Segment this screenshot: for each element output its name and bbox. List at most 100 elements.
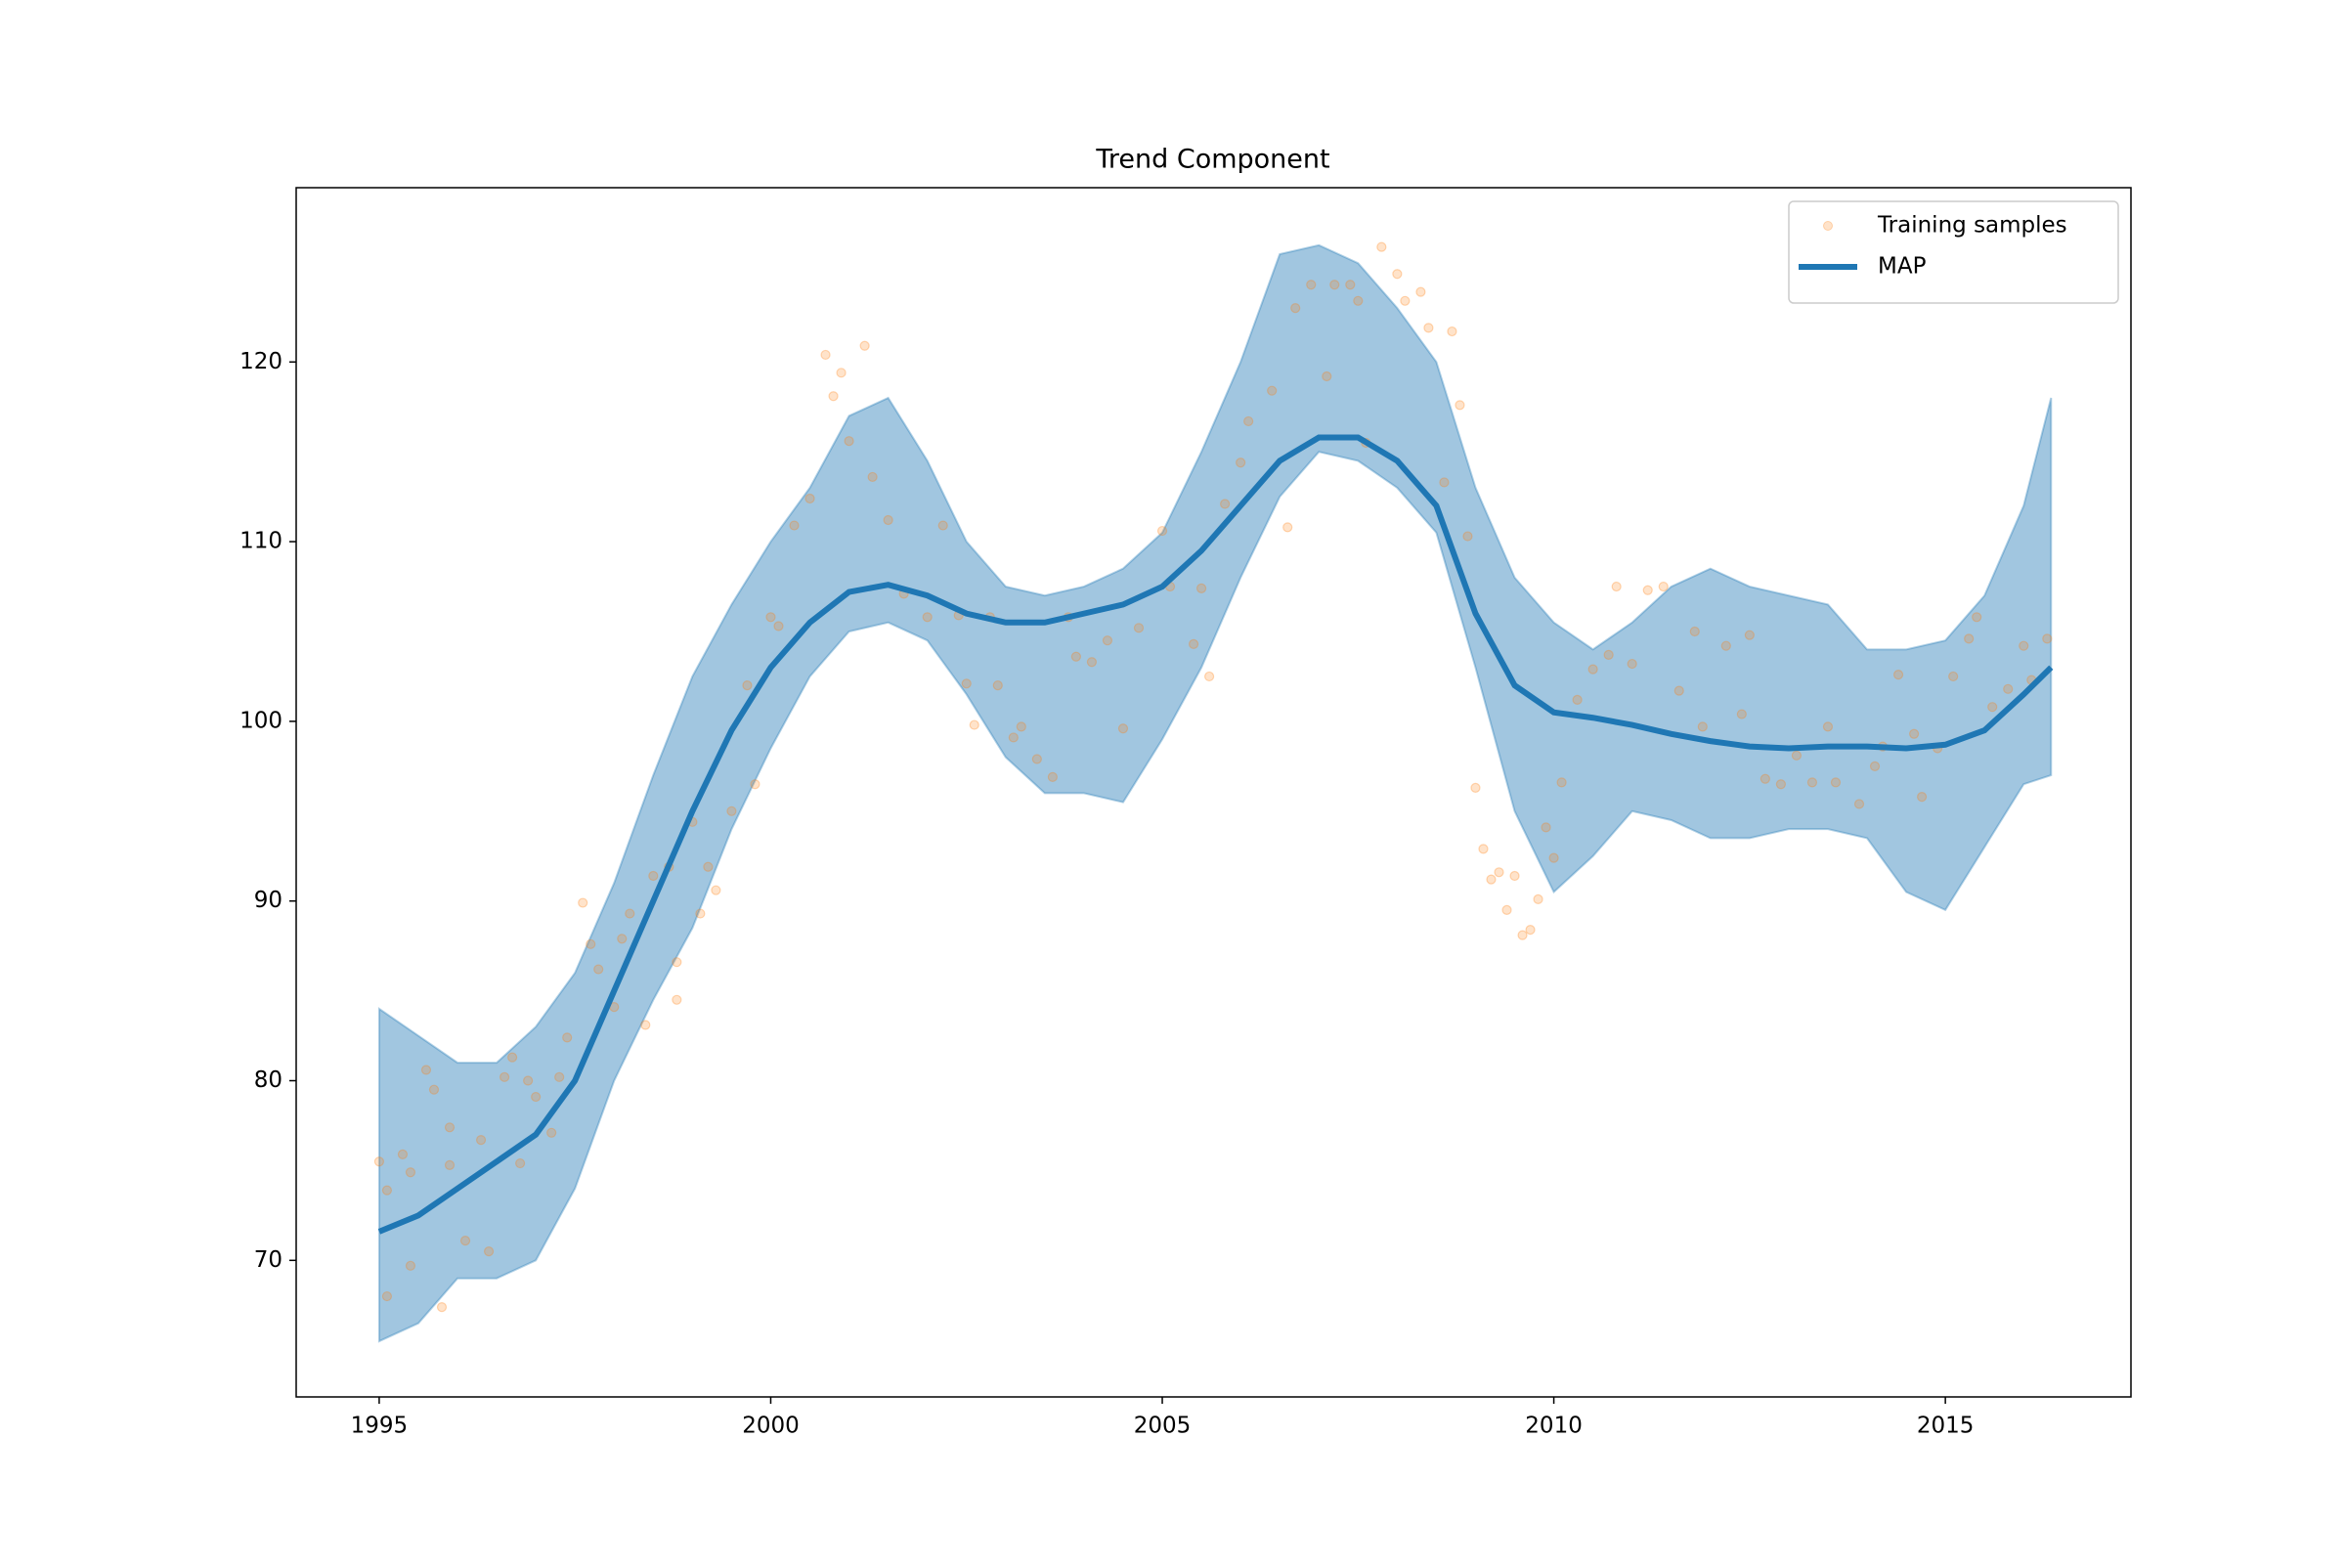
training-point	[1376, 241, 1387, 252]
training-point	[1236, 457, 1246, 468]
training-point	[1556, 777, 1567, 788]
training-point	[1611, 581, 1622, 592]
training-point	[1760, 773, 1770, 784]
x-tick-label: 2015	[1917, 1414, 1975, 1439]
training-point	[1478, 844, 1489, 854]
training-point	[742, 680, 753, 691]
training-point	[1806, 777, 1818, 788]
training-point	[405, 1167, 416, 1178]
training-point	[844, 436, 854, 447]
training-point	[1627, 658, 1637, 670]
training-point	[1423, 323, 1434, 333]
training-point	[1948, 671, 1959, 682]
training-point	[1642, 585, 1653, 595]
training-point	[1267, 385, 1278, 396]
x-tick-label: 2005	[1134, 1414, 1192, 1439]
legend-marker	[1823, 221, 1833, 231]
training-point	[1525, 925, 1536, 936]
training-point	[836, 368, 847, 378]
training-point	[1156, 525, 1168, 537]
training-point	[373, 1156, 385, 1167]
training-point	[1744, 630, 1755, 640]
training-point	[1501, 904, 1512, 915]
training-point	[1203, 671, 1215, 682]
training-point	[1047, 771, 1058, 782]
chart-title: Trend Component	[1095, 145, 1329, 175]
training-point	[726, 806, 737, 816]
training-point	[1345, 280, 1356, 290]
training-point	[1455, 400, 1465, 411]
training-point	[1587, 664, 1598, 675]
training-point	[459, 1235, 471, 1246]
y-tick-label: 80	[254, 1067, 282, 1093]
training-point	[765, 612, 776, 623]
x-tick-label: 2010	[1525, 1414, 1583, 1439]
training-point	[773, 621, 784, 632]
training-point	[828, 391, 839, 402]
training-point	[922, 612, 933, 623]
training-point	[883, 514, 893, 526]
training-point	[1658, 581, 1669, 592]
y-tick-label: 110	[239, 529, 282, 554]
training-point	[523, 1075, 534, 1086]
training-point	[1220, 499, 1231, 509]
training-point	[1908, 728, 1920, 739]
training-point	[789, 520, 800, 531]
training-point	[750, 779, 760, 790]
training-point	[2003, 683, 2014, 694]
training-point	[992, 680, 1003, 691]
training-point	[672, 957, 682, 968]
training-point	[1329, 280, 1340, 290]
training-point	[1086, 657, 1098, 668]
training-point	[1447, 326, 1457, 337]
training-point	[1353, 295, 1364, 306]
training-point	[420, 1065, 432, 1075]
training-point	[405, 1260, 416, 1271]
training-point	[578, 897, 588, 908]
training-point	[554, 1071, 565, 1082]
training-point	[1031, 754, 1042, 764]
legend-label: Training samples	[1877, 213, 2067, 239]
training-point	[562, 1032, 573, 1043]
y-tick-label: 70	[254, 1247, 282, 1273]
training-point	[381, 1185, 393, 1196]
credible-band	[377, 243, 2053, 1343]
training-point	[820, 349, 831, 361]
training-point	[444, 1159, 456, 1170]
training-point	[1486, 874, 1497, 885]
training-point	[1016, 721, 1026, 732]
training-point	[1070, 651, 1082, 662]
training-point	[381, 1290, 393, 1302]
training-point	[1494, 867, 1504, 878]
training-point	[867, 471, 878, 483]
training-point	[1188, 638, 1199, 649]
training-point	[1282, 522, 1293, 533]
x-tick-label: 2000	[742, 1414, 800, 1439]
training-point	[1509, 870, 1520, 882]
training-point	[625, 908, 635, 919]
training-point	[1290, 303, 1301, 314]
training-point	[475, 1135, 487, 1146]
y-tick-label: 120	[239, 349, 282, 374]
legend-label: MAP	[1878, 254, 1927, 280]
training-point	[1392, 269, 1403, 280]
training-point	[2042, 633, 2053, 644]
training-point	[1195, 583, 1207, 593]
training-point	[397, 1149, 409, 1159]
training-point	[1533, 893, 1543, 904]
training-point	[1133, 623, 1145, 633]
training-point	[1972, 612, 1982, 623]
training-point	[1697, 721, 1708, 732]
training-point	[703, 861, 714, 872]
training-point	[1603, 649, 1614, 660]
training-point	[969, 719, 979, 730]
training-point	[1892, 670, 1904, 680]
training-point	[1689, 626, 1700, 637]
training-point	[1791, 750, 1803, 761]
training-point	[444, 1122, 456, 1133]
training-point	[672, 994, 682, 1005]
training-point	[1322, 370, 1332, 382]
x-tick-label: 1995	[351, 1414, 409, 1439]
